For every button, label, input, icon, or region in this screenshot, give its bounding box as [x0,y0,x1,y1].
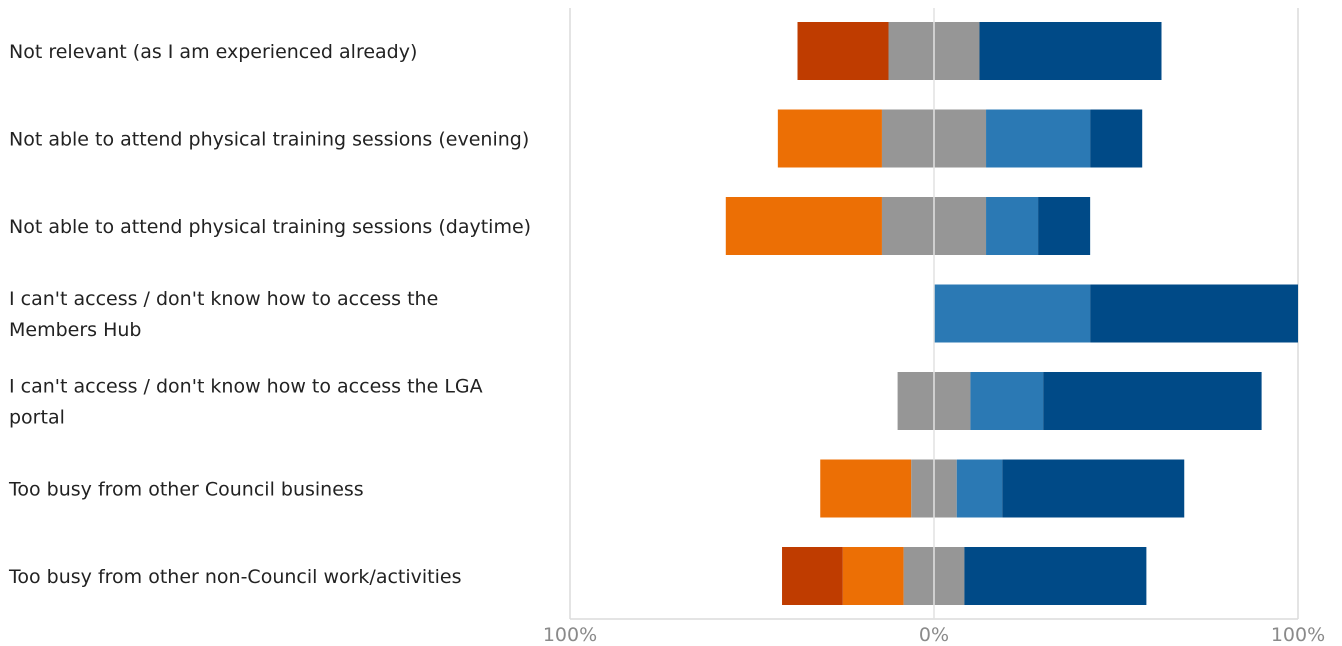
bar-segment-row3-s2 [725,197,882,255]
category-label-line: portal [9,407,65,429]
x-tick-label-1: 100% [543,624,597,646]
bar-segment-row5-s5 [1043,372,1262,430]
bar-segment-row7-s1 [782,547,843,605]
category-label-line: Not able to attend physical training ses… [9,216,531,238]
category-label-line: Too busy from other Council business [8,479,364,501]
category-label-line: Too busy from other non-Council work/act… [8,566,461,588]
bar-segment-row5-s4 [970,372,1044,430]
bar-segment-row2-s5 [1090,109,1143,168]
bar-segment-row3-s4 [986,197,1039,255]
bar-segment-row6-s2 [820,459,912,518]
bar-segment-row6-s4 [956,459,1003,518]
category-label-4: I can't access / don't know how to acces… [9,288,438,341]
bar-segment-row1-s5 [979,22,1162,80]
bar-segment-row2-s2 [777,109,882,168]
bar-segment-row1-s1 [797,22,889,80]
bar-segment-row2-s4 [986,109,1091,168]
bar-segment-row7-s2 [842,547,904,605]
x-axis-tick-labels: 100% 0% 100% [543,624,1325,646]
category-label-7: Too busy from other non-Council work/act… [8,566,461,588]
x-tick-label-2: 0% [919,624,949,646]
category-label-line: Not able to attend physical training ses… [9,129,529,151]
bar-segment-row6-s5 [1002,459,1185,518]
category-label-2: Not able to attend physical training ses… [9,129,529,151]
bar-segment-row7-s5 [964,547,1147,605]
category-label-line: Members Hub [9,319,141,341]
category-label-3: Not able to attend physical training ses… [9,216,531,238]
category-label-line: I can't access / don't know how to acces… [9,376,483,398]
category-labels: Not relevant (as I am experienced alread… [8,41,531,588]
bar-segment-row4-s5 [1090,284,1298,343]
category-label-line: I can't access / don't know how to acces… [9,288,438,310]
bars [725,22,1298,605]
x-tick-label-3: 100% [1271,624,1325,646]
bar-segment-row3-s5 [1038,197,1091,255]
category-label-line: Not relevant (as I am experienced alread… [9,41,417,63]
category-label-1: Not relevant (as I am experienced alread… [9,41,417,63]
bar-segment-row4-s4 [934,284,1091,343]
category-label-6: Too busy from other Council business [8,479,364,501]
category-label-5: I can't access / don't know how to acces… [9,376,483,429]
